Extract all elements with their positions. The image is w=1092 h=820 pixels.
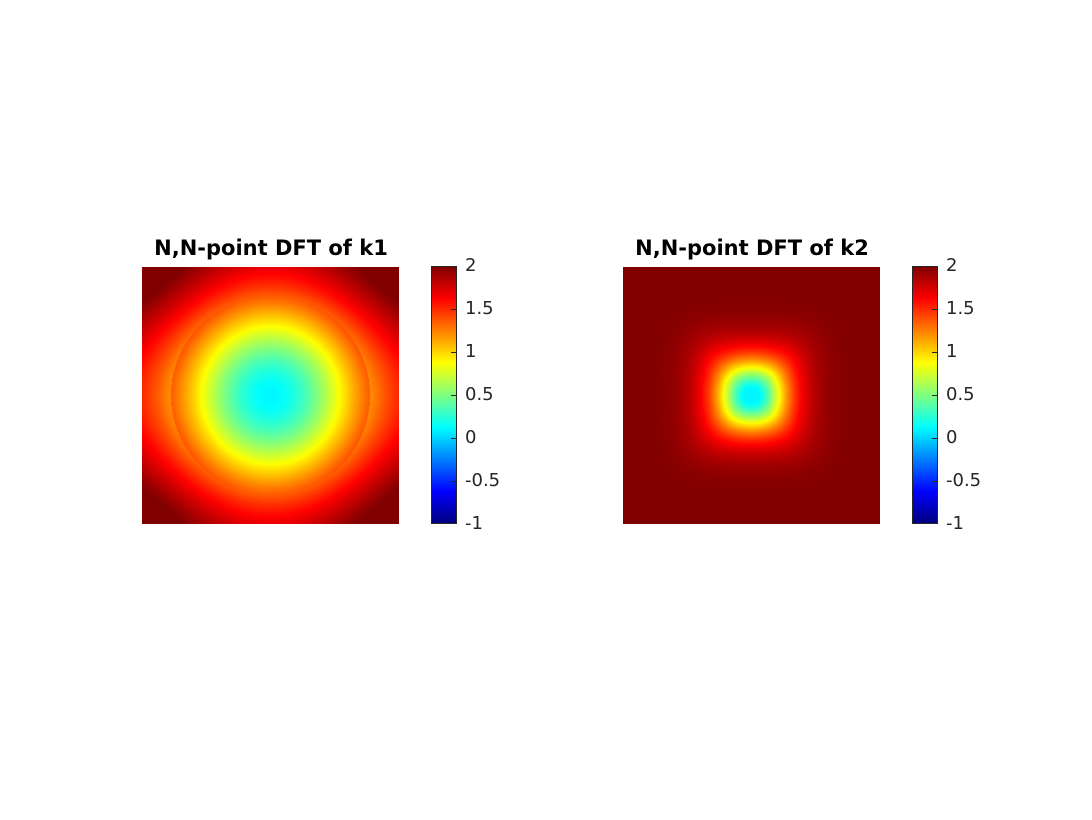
heatmap-image (142, 267, 399, 524)
colorbar-tick-mark (932, 395, 938, 396)
heatmap-image (623, 267, 880, 524)
colorbar-tick-label: 0.5 (946, 384, 975, 405)
colorbar-tick-label: 2 (946, 255, 958, 276)
colorbar-tick-mark (451, 352, 457, 353)
colorbar-tick-mark (451, 481, 457, 482)
colorbar-tick-mark (932, 481, 938, 482)
colorbar-tick-mark (451, 266, 457, 267)
colorbar-tick-mark (932, 352, 938, 353)
colorbar-tick-label: -0.5 (465, 470, 501, 491)
colorbar-tick-mark (932, 523, 938, 524)
colorbar-tick-label: 2 (465, 255, 477, 276)
colorbar-tick-mark (451, 309, 457, 310)
colorbar-tick-label: 1.5 (465, 298, 494, 319)
colorbar-tick-label: -0.5 (946, 470, 982, 491)
colorbar-tick-mark (451, 438, 457, 439)
chart-title: N,N-point DFT of k2 (635, 236, 869, 260)
colorbar-tick-mark (451, 395, 457, 396)
colorbar-tick-label: 1 (946, 341, 958, 362)
colorbar-tick-label: 1 (465, 341, 477, 362)
colorbar-tick-label: -1 (465, 513, 483, 534)
colorbar-tick-label: 0 (465, 427, 477, 448)
colorbar-tick-mark (932, 309, 938, 310)
colorbar-tick-label: 1.5 (946, 298, 975, 319)
colorbar-tick-mark (932, 438, 938, 439)
colorbar-tick-mark (451, 523, 457, 524)
colorbar-tick-label: 0 (946, 427, 958, 448)
chart-title: N,N-point DFT of k1 (154, 236, 388, 260)
colorbar-tick-label: 0.5 (465, 384, 494, 405)
colorbar-tick-mark (932, 266, 938, 267)
colorbar-tick-label: -1 (946, 513, 964, 534)
